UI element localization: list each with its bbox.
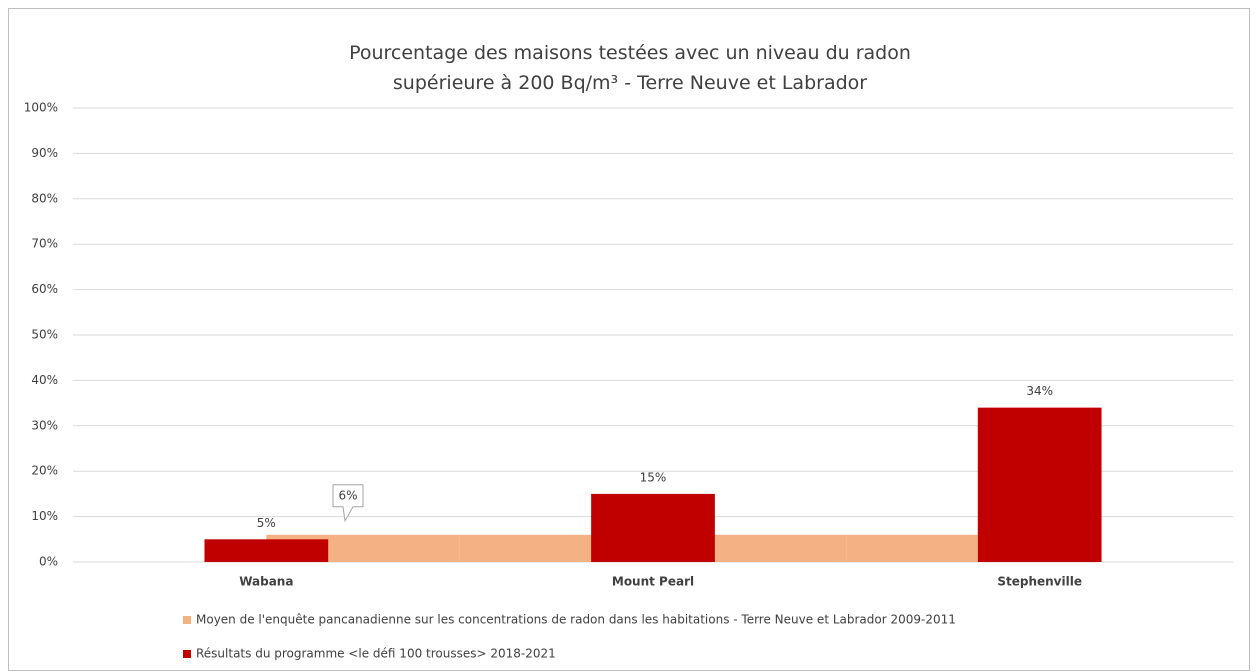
bar [591, 493, 715, 562]
bar [204, 539, 329, 562]
bar [977, 407, 1102, 562]
legend-swatch [183, 650, 191, 658]
y-tick-label: 20% [31, 464, 58, 478]
bar [846, 534, 978, 562]
y-tick-label: 40% [31, 373, 58, 387]
y-tick-label: 70% [31, 237, 58, 251]
legend-swatch [183, 616, 191, 624]
data-label: 34% [1026, 384, 1053, 398]
x-tick-label: Mount Pearl [612, 575, 694, 589]
y-tick-label: 100% [24, 101, 58, 115]
x-tick-label: Stephenville [997, 575, 1082, 589]
legend-label: Résultats du programme <le défi 100 trou… [196, 647, 556, 661]
x-tick-label: Wabana [239, 575, 293, 589]
y-tick-label: 50% [31, 328, 58, 342]
y-tick-label: 60% [31, 282, 58, 296]
y-tick-label: 90% [31, 146, 58, 160]
y-tick-label: 80% [31, 191, 58, 205]
data-label: 15% [640, 470, 667, 484]
chart-title: Pourcentage des maisons testées avec un … [349, 42, 911, 94]
y-tick-label: 30% [31, 418, 58, 432]
data-label: 6% [338, 488, 357, 502]
y-tick-label: 10% [31, 509, 58, 523]
data-label: 5% [257, 516, 276, 530]
callout [332, 484, 364, 523]
chart-border [8, 8, 1250, 671]
y-tick-label: 0% [39, 555, 58, 569]
legend-label: Moyen de l'enquête pancanadienne sur les… [196, 613, 956, 627]
